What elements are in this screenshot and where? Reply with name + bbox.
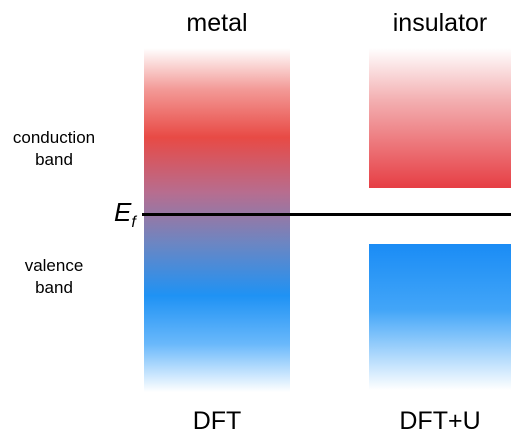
fermi-level-line <box>142 213 511 216</box>
valence-band-label-line1: valence <box>24 256 84 275</box>
dft-label: DFT <box>192 407 242 435</box>
conduction-band-label: conduction band <box>4 127 104 172</box>
fermi-subscript: f <box>131 214 136 231</box>
dft-u-label: DFT+U <box>399 407 481 435</box>
valence-band-label: valence band <box>4 255 104 300</box>
conduction-band-label-line2: band <box>35 150 73 170</box>
fermi-level-label: Ef <box>114 199 136 231</box>
fermi-symbol: E <box>114 197 132 227</box>
valence-band-label-line2: band <box>35 278 73 298</box>
insulator-title: insulator <box>392 9 488 37</box>
insulator-valence-band <box>369 244 511 390</box>
metal-band-gradient <box>144 48 290 392</box>
conduction-band-label-line1: conduction <box>12 128 96 147</box>
metal-title: metal <box>186 9 248 37</box>
insulator-conduction-band <box>369 48 511 188</box>
